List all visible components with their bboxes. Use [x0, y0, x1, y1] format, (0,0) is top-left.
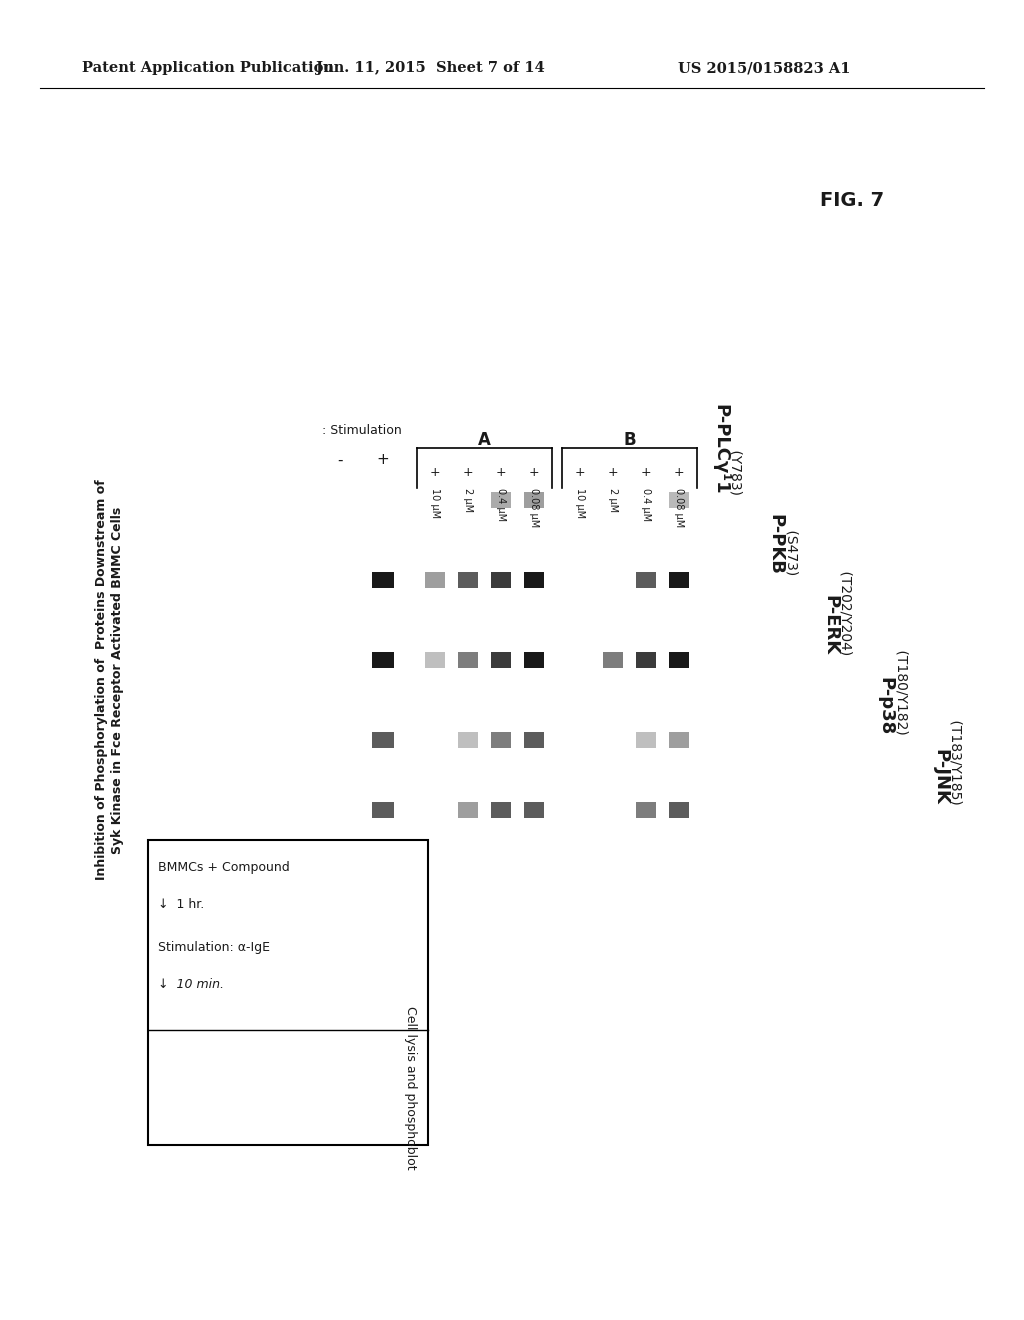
Bar: [490, 803, 511, 818]
Text: (Y783): (Y783): [729, 445, 743, 495]
Text: US 2015/0158823 A1: US 2015/0158823 A1: [678, 61, 850, 75]
Text: +: +: [463, 466, 473, 479]
Bar: [669, 733, 689, 748]
Text: 2 μM: 2 μM: [608, 488, 618, 512]
Bar: [458, 652, 478, 668]
Text: P-PLCγ¹1: P-PLCγ¹1: [711, 404, 729, 495]
Text: 10 μM: 10 μM: [430, 488, 440, 519]
Text: +: +: [377, 453, 389, 467]
Text: 0.08 μM: 0.08 μM: [674, 488, 684, 527]
Bar: [372, 803, 394, 818]
Text: P-p38: P-p38: [876, 677, 894, 735]
Bar: [669, 803, 689, 818]
Text: +: +: [641, 466, 651, 479]
Text: A: A: [478, 432, 490, 449]
Bar: [636, 572, 656, 587]
Text: (T180/Y182): (T180/Y182): [894, 645, 908, 735]
Text: -: -: [337, 453, 343, 467]
Bar: [636, 652, 656, 668]
Text: P-PKB: P-PKB: [766, 513, 784, 576]
Bar: [636, 733, 656, 748]
Text: (S473): (S473): [784, 525, 798, 576]
Bar: [669, 492, 689, 508]
Bar: [490, 492, 511, 508]
Text: +: +: [430, 466, 440, 479]
Text: Stimulation: α-IgE: Stimulation: α-IgE: [158, 941, 270, 954]
Bar: [636, 803, 656, 818]
Text: (T202/Y204): (T202/Y204): [839, 566, 853, 655]
Text: +: +: [496, 466, 506, 479]
Text: +: +: [674, 466, 684, 479]
Text: Syk Kinase in Fce Receptor Activated BMMC Cells: Syk Kinase in Fce Receptor Activated BMM…: [112, 507, 125, 854]
Bar: [524, 572, 544, 587]
Text: B: B: [624, 432, 636, 449]
Text: Jun. 11, 2015  Sheet 7 of 14: Jun. 11, 2015 Sheet 7 of 14: [315, 61, 545, 75]
Text: 0.4 μM: 0.4 μM: [641, 488, 651, 521]
Text: +: +: [607, 466, 618, 479]
Bar: [524, 492, 544, 508]
Bar: [669, 572, 689, 587]
Text: (T183/Y185): (T183/Y185): [949, 715, 963, 805]
Text: 2 μM: 2 μM: [463, 488, 473, 512]
Text: : Stimulation: : Stimulation: [322, 424, 401, 437]
Bar: [425, 572, 445, 587]
Text: +: +: [574, 466, 586, 479]
Bar: [372, 733, 394, 748]
Bar: [490, 572, 511, 587]
Bar: [669, 652, 689, 668]
Text: P-JNK: P-JNK: [931, 750, 949, 805]
Bar: [458, 733, 478, 748]
Text: 10 μM: 10 μM: [575, 488, 585, 519]
Text: P-ERK: P-ERK: [821, 595, 839, 655]
Bar: [603, 652, 623, 668]
Bar: [372, 572, 394, 587]
Bar: [425, 652, 445, 668]
Text: ↓  1 hr.: ↓ 1 hr.: [158, 899, 204, 912]
Text: Inhibition of Phosphorylation of  Proteins Downstream of: Inhibition of Phosphorylation of Protein…: [95, 479, 109, 880]
Bar: [490, 652, 511, 668]
Text: +: +: [528, 466, 540, 479]
Bar: [372, 652, 394, 668]
Bar: [524, 803, 544, 818]
Bar: [524, 733, 544, 748]
Text: FIG. 7: FIG. 7: [820, 190, 884, 210]
Text: Patent Application Publication: Patent Application Publication: [82, 61, 334, 75]
Text: 0.4 μM: 0.4 μM: [496, 488, 506, 521]
Bar: [458, 803, 478, 818]
Bar: [458, 572, 478, 587]
Bar: [524, 652, 544, 668]
Text: 0.08 μM: 0.08 μM: [529, 488, 539, 527]
Text: BMMCs + Compound: BMMCs + Compound: [158, 862, 290, 874]
Bar: [148, 840, 428, 1144]
Text: Cell lysis and phosphoblot: Cell lysis and phosphoblot: [403, 1006, 417, 1170]
Bar: [490, 733, 511, 748]
Text: ↓  10 min.: ↓ 10 min.: [158, 978, 224, 991]
